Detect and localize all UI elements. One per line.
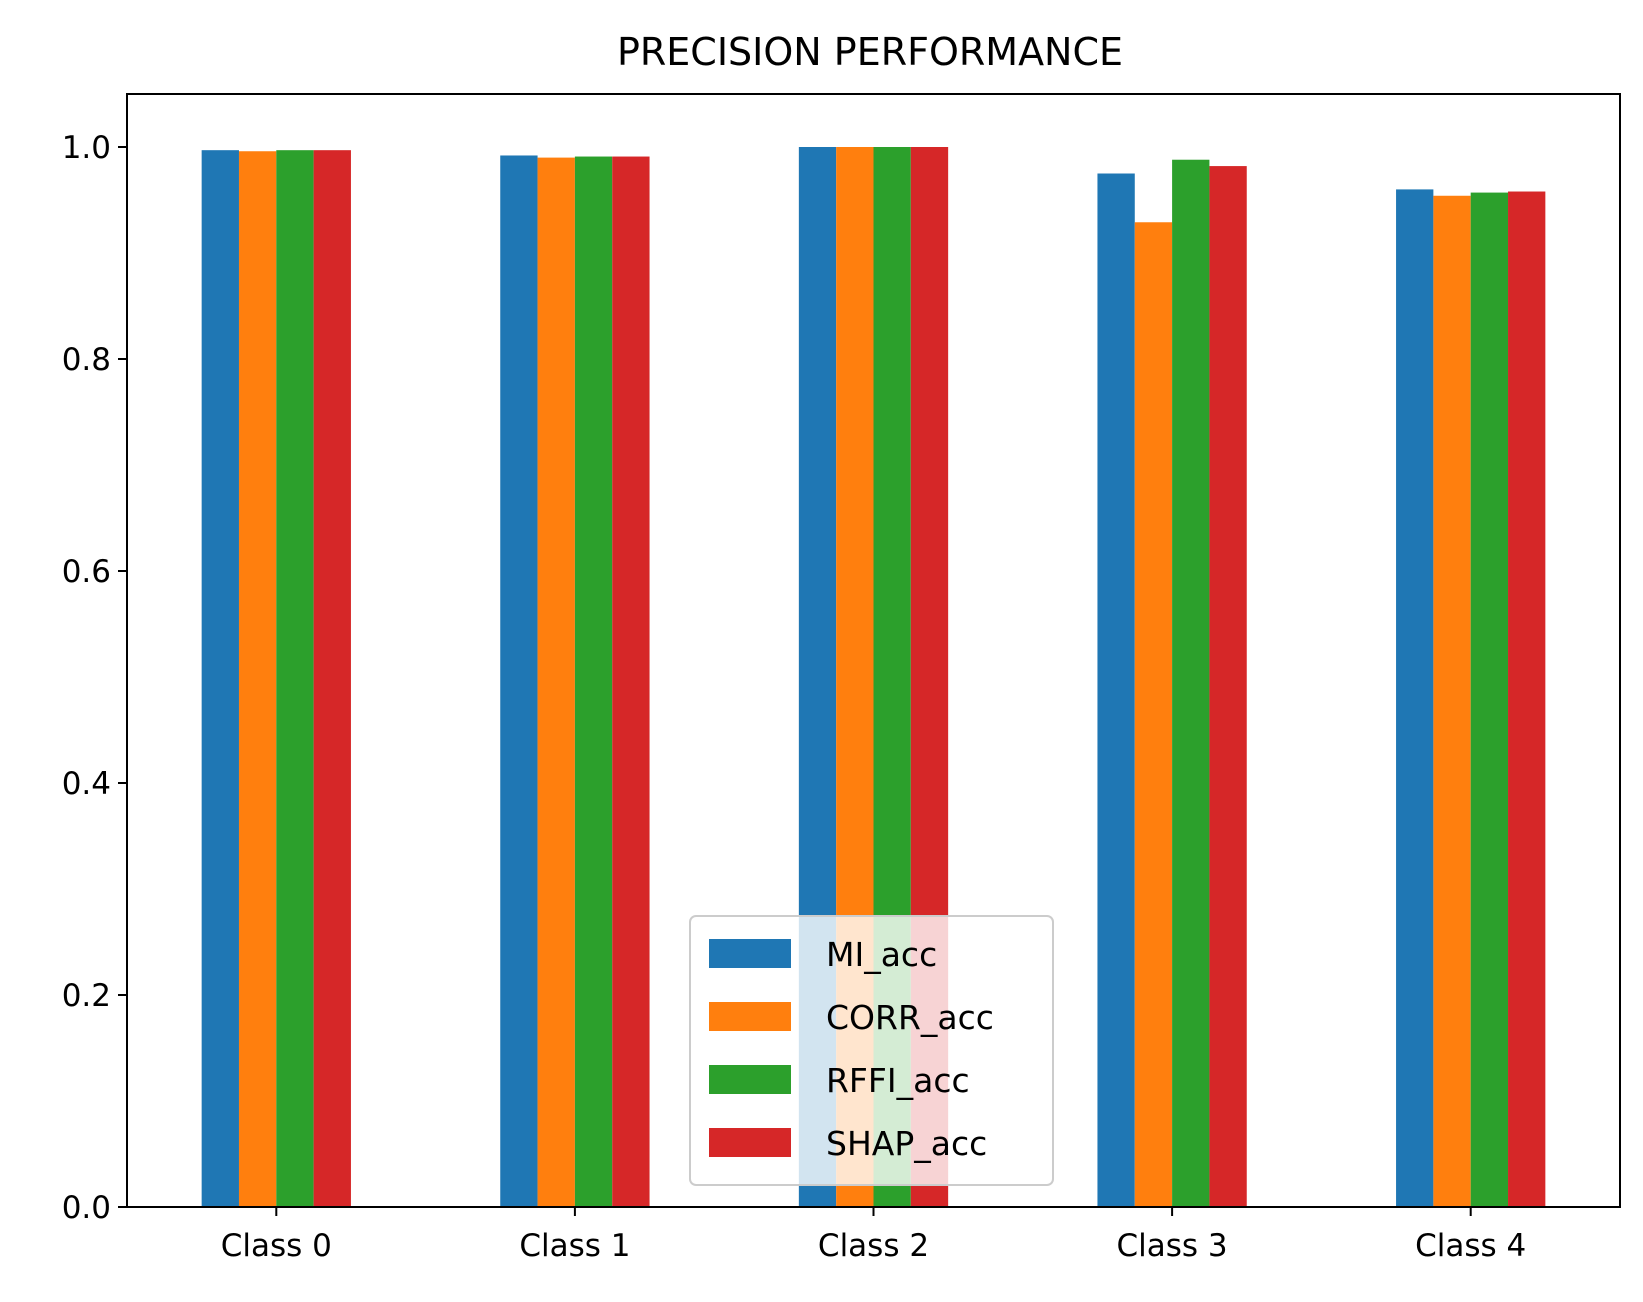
y-tick-label: 1.0 — [62, 130, 111, 166]
bar-corr-acc-class-1 — [537, 157, 575, 1208]
axes-layer: 0.0 0.2 0.4 0.6 0.8 1.0 Class 0 Class 1 Class 2 C… — [62, 93, 1621, 1264]
bar-rffi-acc-class-0 — [276, 150, 314, 1208]
legend-label-mi-acc: MI_acc — [826, 935, 937, 974]
bar-rffi-acc-class-1 — [574, 156, 613, 1207]
legend-swatch-rffi-acc — [709, 1065, 791, 1094]
bar-shap-acc-class-1 — [612, 156, 650, 1207]
bar-corr-acc-class-4 — [1433, 195, 1471, 1207]
legend-swatch-corr-acc — [709, 1002, 791, 1031]
y-tick-label: 0.8 — [62, 342, 111, 378]
bar-mi-acc-class-1 — [500, 155, 538, 1208]
x-tick-label: Class 4 — [1415, 1228, 1526, 1264]
legend: MI_acc CORR_acc RFFI_acc SHAP_acc — [689, 915, 1054, 1186]
bar-rffi-acc-class-3 — [1172, 159, 1210, 1208]
legend-box — [689, 915, 1054, 1186]
y-tick-label: 0.4 — [62, 766, 111, 802]
bar-shap-acc-class-0 — [313, 150, 351, 1208]
bar-shap-acc-class-4 — [1508, 191, 1546, 1207]
legend-swatch-shap-acc — [709, 1128, 791, 1157]
x-tick-label: Class 1 — [519, 1228, 630, 1264]
y-tick-label: 0.0 — [62, 1190, 111, 1226]
x-tick-label: Class 0 — [221, 1228, 332, 1264]
legend-label-corr-acc: CORR_acc — [826, 998, 994, 1037]
legend-label-shap-acc: SHAP_acc — [826, 1124, 987, 1163]
bar-mi-acc-class-0 — [201, 150, 239, 1208]
bar-mi-acc-class-4 — [1396, 189, 1434, 1207]
bars-layer — [201, 147, 1546, 1208]
bar-rffi-acc-class-4 — [1470, 192, 1509, 1207]
x-tick-label: Class 3 — [1117, 1228, 1228, 1264]
y-tick-label: 0.2 — [62, 978, 111, 1014]
bar-corr-acc-class-0 — [238, 151, 277, 1208]
bar-mi-acc-class-3 — [1097, 173, 1135, 1207]
legend-label-rffi-acc: RFFI_acc — [826, 1061, 970, 1100]
legend-swatch-mi-acc — [709, 939, 791, 968]
bar-shap-acc-class-3 — [1209, 166, 1247, 1208]
x-tick-label: Class 2 — [818, 1228, 929, 1264]
bar-corr-acc-class-3 — [1134, 222, 1173, 1207]
y-tick-label: 0.6 — [62, 554, 111, 590]
chart-title: PRECISION PERFORMANCE — [617, 30, 1123, 74]
